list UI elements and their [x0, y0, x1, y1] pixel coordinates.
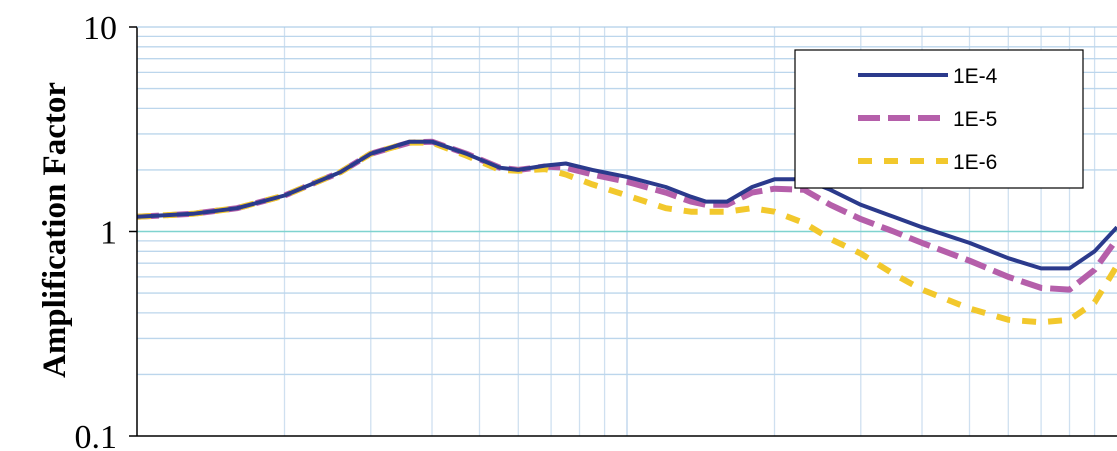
legend-label: 1E-4: [953, 65, 998, 88]
y-axis-label: Amplification Factor: [37, 82, 73, 378]
series-line: [136, 139, 1117, 271]
y-tick-label: 0.1: [75, 419, 118, 451]
legend-label: 1E-5: [953, 108, 997, 131]
axes: [129, 26, 1117, 437]
series-layer: [136, 138, 1117, 326]
y-tick-labels: 0.1 1 10: [75, 10, 118, 451]
legend: 1E-4 1E-5 1E-6: [794, 49, 1084, 189]
y-tick-label: 10: [83, 10, 117, 47]
y-tick-label: 1: [100, 215, 117, 252]
legend-label: 1E-6: [953, 151, 997, 174]
